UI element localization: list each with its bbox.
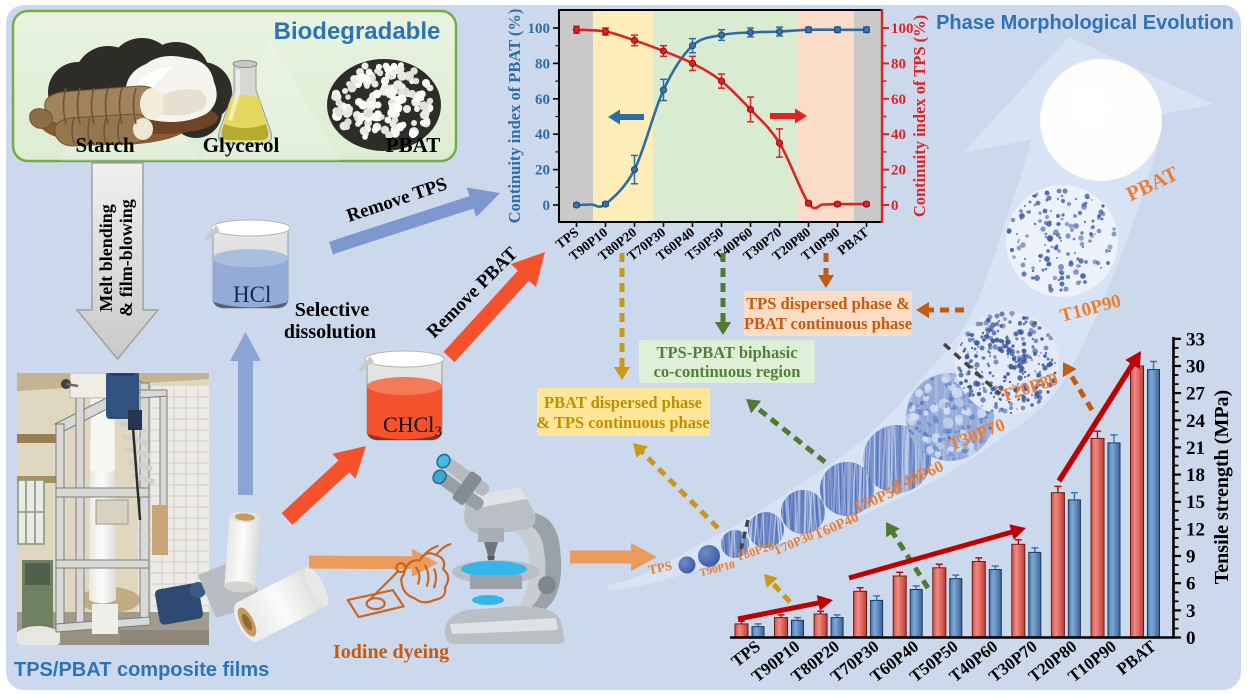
- svg-text:PBAT dispersed phase: PBAT dispersed phase: [544, 393, 702, 412]
- svg-text:TPS: TPS: [647, 558, 673, 578]
- svg-text:0: 0: [1186, 628, 1196, 649]
- svg-text:& film-blowing: & film-blowing: [116, 199, 136, 317]
- svg-text:21: 21: [1186, 438, 1205, 459]
- svg-text:Melt blending: Melt blending: [96, 204, 116, 312]
- svg-text:Tensile strength (MPa): Tensile strength (MPa): [1211, 390, 1233, 584]
- svg-text:CHCl3: CHCl3: [383, 412, 442, 440]
- svg-text:100: 100: [528, 21, 551, 37]
- svg-text:HCl: HCl: [233, 282, 271, 307]
- svg-text:30: 30: [1186, 357, 1205, 378]
- svg-text:40: 40: [535, 127, 550, 143]
- svg-text:& TPS continuous phase: & TPS continuous phase: [536, 413, 709, 432]
- svg-text:Selective: Selective: [295, 299, 370, 321]
- svg-text:Starch: Starch: [75, 133, 134, 157]
- svg-text:Iodine dyeing: Iodine dyeing: [333, 641, 449, 663]
- svg-text:PBAT: PBAT: [386, 133, 440, 157]
- svg-text:Continuity index of TPS (%): Continuity index of TPS (%): [910, 15, 929, 217]
- svg-text:80: 80: [535, 56, 550, 72]
- svg-text:60: 60: [535, 92, 550, 108]
- svg-text:Glycerol: Glycerol: [203, 133, 280, 157]
- svg-text:33: 33: [1186, 329, 1205, 350]
- svg-text:9: 9: [1186, 547, 1196, 568]
- svg-text:TPS dispersed phase &: TPS dispersed phase &: [746, 294, 910, 313]
- svg-text:Biodegradable: Biodegradable: [274, 18, 441, 45]
- svg-text:dissolution: dissolution: [284, 321, 376, 343]
- svg-text:PBAT continuous phase: PBAT continuous phase: [744, 314, 912, 333]
- svg-text:27: 27: [1186, 384, 1206, 405]
- svg-text:18: 18: [1186, 465, 1205, 486]
- svg-text:20: 20: [535, 163, 550, 179]
- svg-text:24: 24: [1186, 411, 1206, 432]
- svg-text:0: 0: [543, 198, 551, 214]
- svg-text:0: 0: [891, 198, 899, 214]
- svg-text:Continuity index of PBAT (%): Continuity index of PBAT (%): [505, 9, 524, 224]
- svg-text:12: 12: [1186, 519, 1205, 540]
- svg-text:60: 60: [891, 92, 906, 108]
- svg-text:Phase Morphological Evolution: Phase Morphological Evolution: [936, 12, 1234, 34]
- svg-text:6: 6: [1186, 574, 1196, 595]
- svg-text:co-continuous region: co-continuous region: [654, 362, 801, 381]
- svg-text:15: 15: [1186, 492, 1205, 513]
- svg-text:TPS/PBAT composite films: TPS/PBAT composite films: [14, 659, 269, 681]
- svg-text:100: 100: [891, 21, 914, 37]
- svg-text:3: 3: [1186, 601, 1196, 622]
- svg-text:40: 40: [891, 127, 906, 143]
- svg-text:TPS-PBAT biphasic: TPS-PBAT biphasic: [656, 343, 797, 362]
- svg-text:20: 20: [891, 163, 906, 179]
- svg-text:80: 80: [891, 56, 906, 72]
